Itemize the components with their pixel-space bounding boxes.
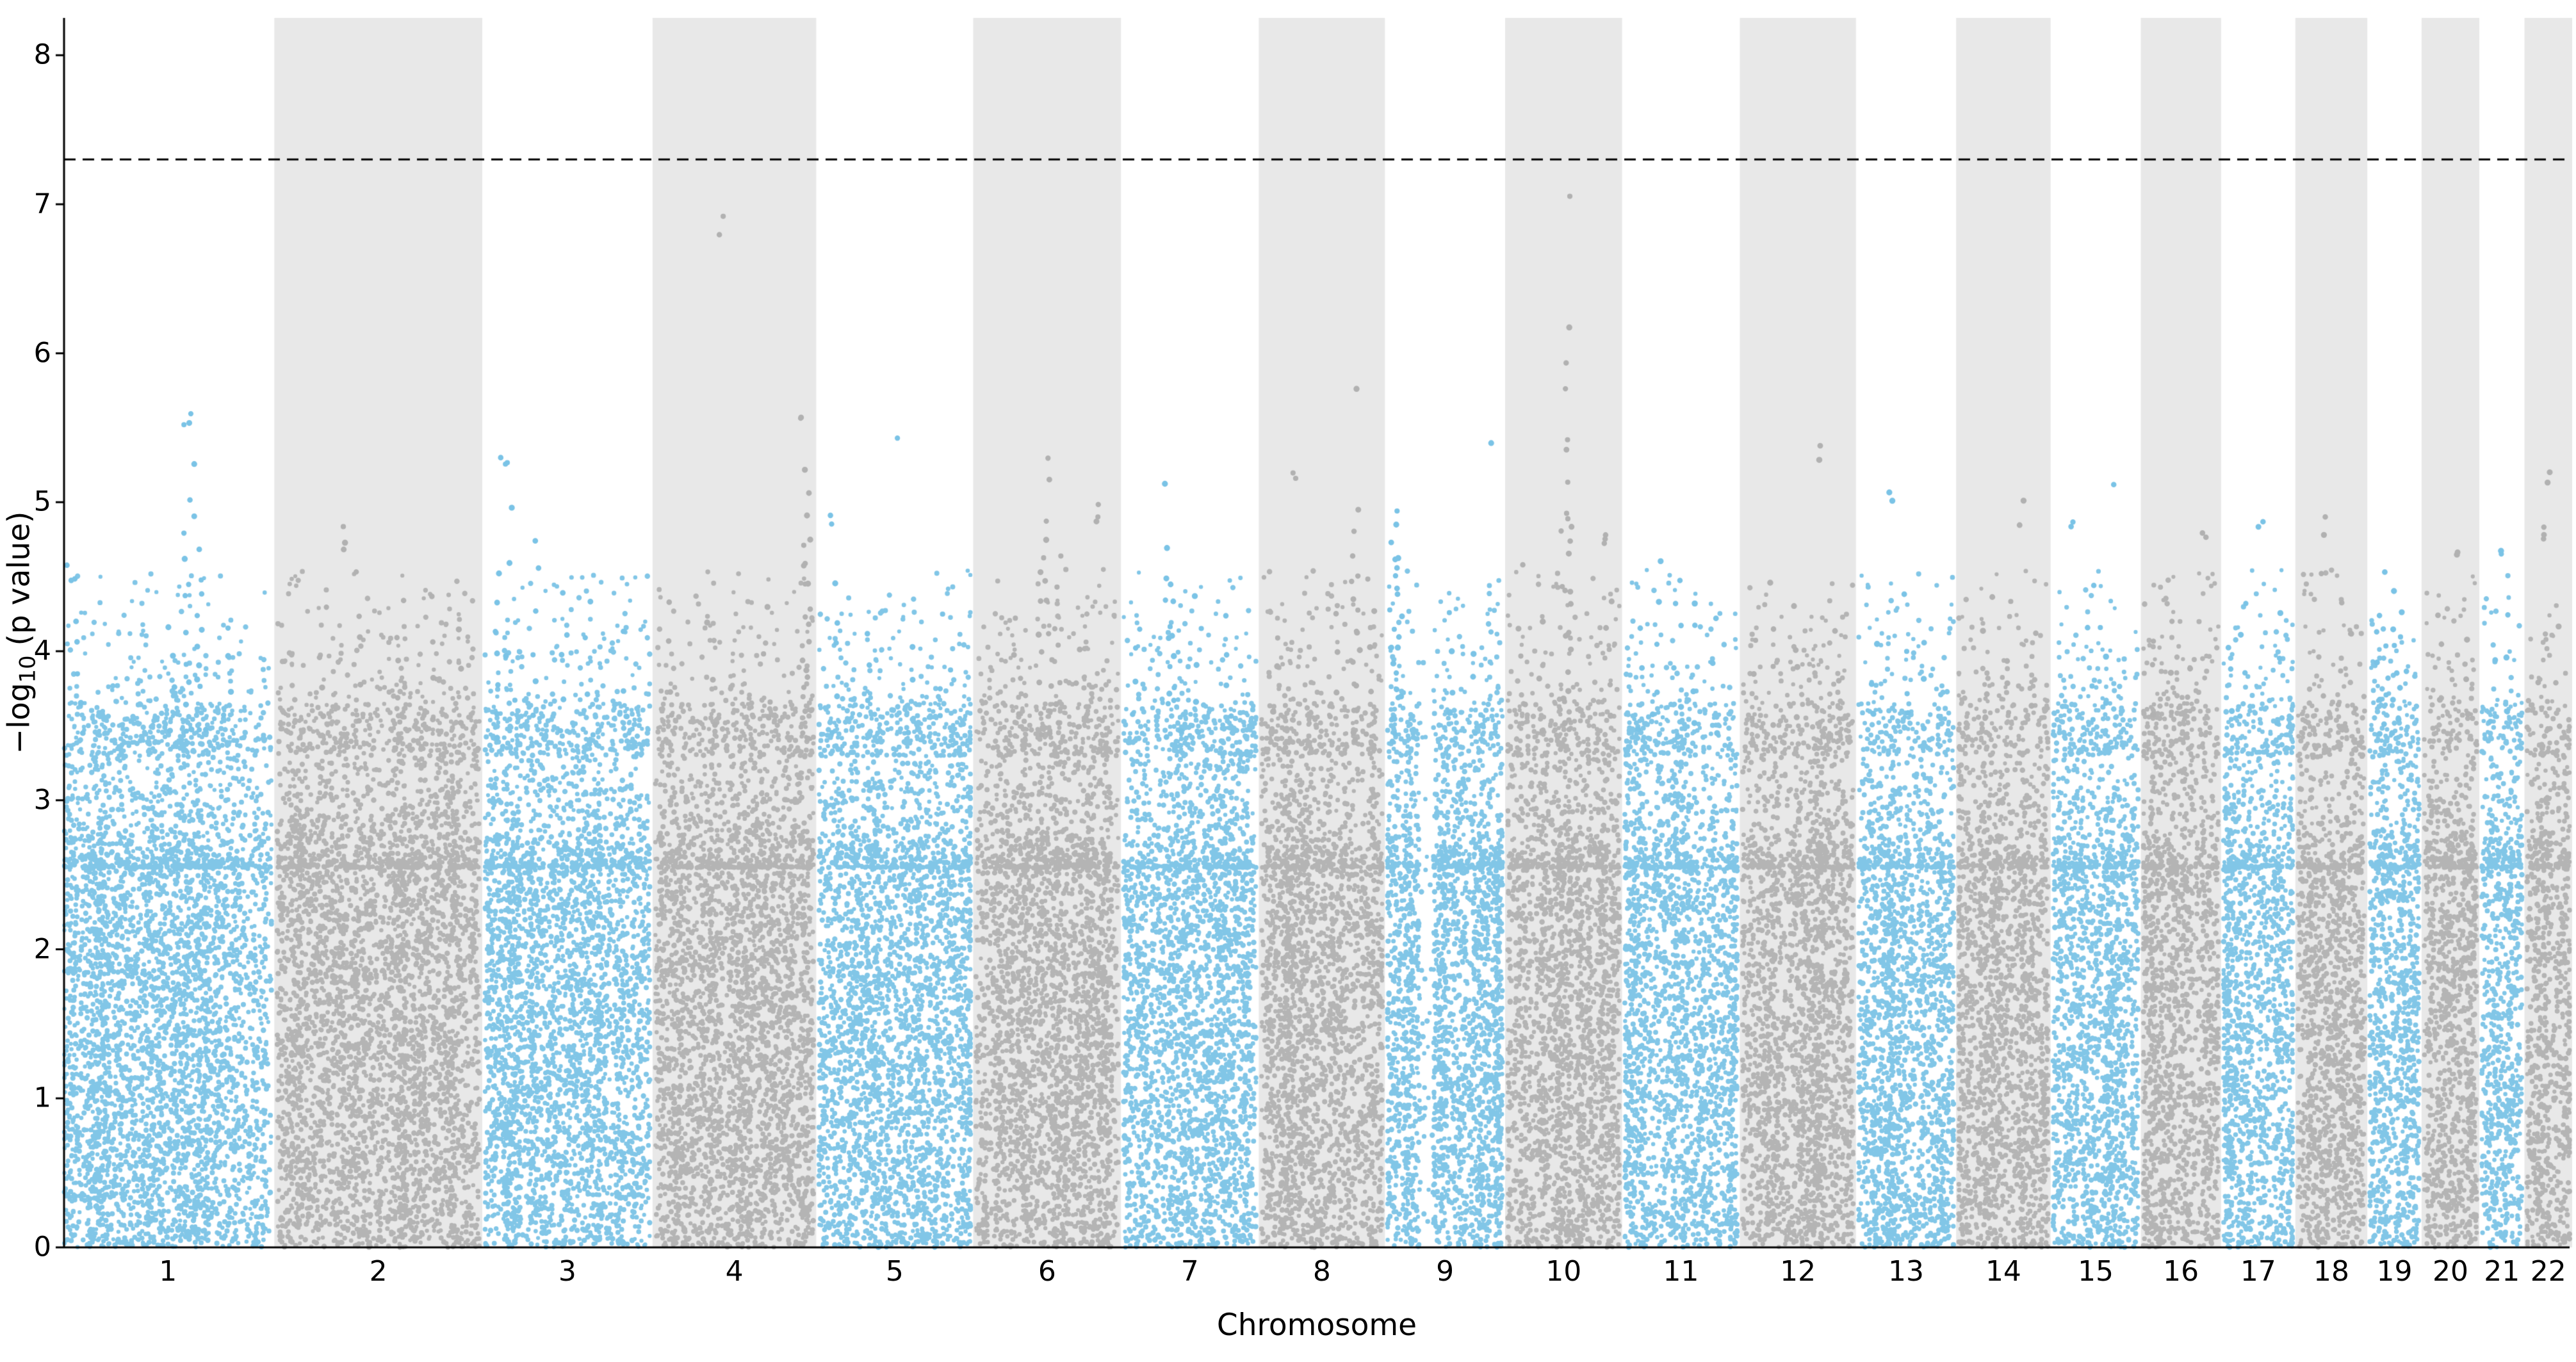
y-tick-label: 0 <box>33 1231 51 1263</box>
x-tick-label: 20 <box>2432 1255 2468 1288</box>
x-tick-label: 19 <box>2376 1255 2413 1288</box>
x-tick-label: 16 <box>2163 1255 2199 1288</box>
x-tick-label: 12 <box>1780 1255 1816 1288</box>
y-tick-label: 7 <box>33 188 51 220</box>
y-tick-label: 6 <box>33 337 51 369</box>
x-tick-label: 13 <box>1887 1255 1924 1288</box>
y-tick-label: 8 <box>33 38 51 71</box>
x-tick-label: 21 <box>2484 1255 2520 1288</box>
x-tick-label: 15 <box>2078 1255 2114 1288</box>
y-tick-label: 4 <box>33 635 51 667</box>
x-tick-label: 2 <box>369 1255 387 1288</box>
y-tick-label: 5 <box>33 485 51 518</box>
x-axis-label: Chromosome <box>1216 1308 1417 1343</box>
x-tick-label: 10 <box>1545 1255 1582 1288</box>
y-tick-label: 1 <box>33 1082 51 1114</box>
x-tick-label: 6 <box>1038 1255 1056 1288</box>
y-axis-label: −log10 (p value) <box>1 511 40 754</box>
y-tick-label: 2 <box>33 933 51 966</box>
x-tick-label: 11 <box>1663 1255 1699 1288</box>
x-tick-label: 3 <box>558 1255 576 1288</box>
x-tick-label: 9 <box>1436 1255 1455 1288</box>
x-tick-label: 18 <box>2313 1255 2349 1288</box>
y-axis-label-prefix: −log <box>1 683 37 754</box>
x-tick-label: 17 <box>2240 1255 2276 1288</box>
x-tick-label: 7 <box>1180 1255 1199 1288</box>
x-tick-label: 8 <box>1312 1255 1331 1288</box>
y-axis-label-suffix: (p value) <box>1 511 37 656</box>
x-tick-label: 1 <box>159 1255 177 1288</box>
x-tick-label: 14 <box>1985 1255 2021 1288</box>
x-tick-label: 22 <box>2530 1255 2566 1288</box>
y-tick-label: 3 <box>33 784 51 816</box>
x-tick-label: 5 <box>885 1255 904 1288</box>
x-tick-label: 4 <box>725 1255 744 1288</box>
